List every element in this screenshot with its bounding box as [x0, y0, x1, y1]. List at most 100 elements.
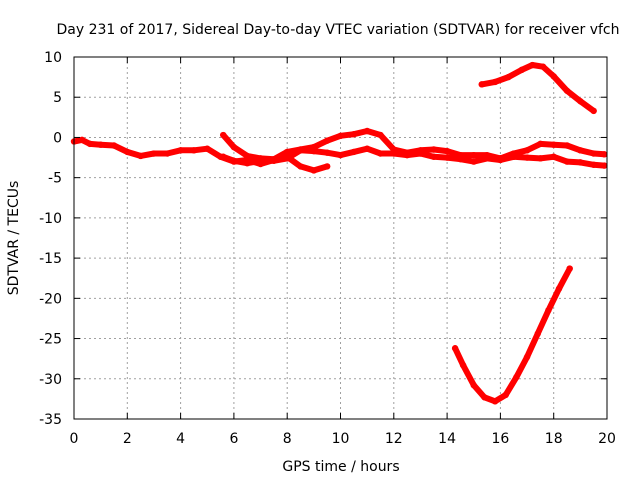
y-tick-label-9: -35: [39, 412, 62, 428]
x-tick-label-4: 8: [283, 431, 292, 447]
data-point-track-3-4: [270, 155, 278, 163]
data-point-track-1-5: [124, 148, 131, 156]
data-point-track-1-20: [323, 163, 331, 170]
data-point-track-2-10: [350, 148, 358, 156]
data-point-track-4-1: [491, 78, 499, 86]
x-tick-label-0: 0: [70, 431, 79, 447]
x-tick-label-8: 16: [491, 431, 509, 447]
data-point-track-2-27: [577, 159, 584, 166]
y-tick-label-1: 5: [53, 90, 62, 106]
data-point-track-2-24: [537, 155, 544, 162]
data-point-track-3-23: [523, 147, 531, 154]
data-point-track-3-8: [323, 137, 331, 144]
data-point-track-5-6: [513, 373, 520, 381]
data-point-track-4-5: [539, 63, 547, 70]
data-point-track-4-0: [478, 81, 485, 88]
data-point-track-3-28: [590, 150, 597, 157]
data-point-track-4-4: [529, 61, 536, 69]
data-point-track-2-25: [550, 153, 557, 160]
x-tick-label-1: 2: [123, 431, 132, 447]
x-tick-label-3: 6: [229, 431, 238, 447]
x-axis-label: GPS time / hours: [282, 459, 399, 475]
data-point-track-3-14: [403, 149, 411, 156]
data-point-track-2-0: [220, 153, 227, 160]
data-point-track-2-5: [284, 155, 291, 162]
data-point-track-5-7: [523, 353, 531, 361]
data-point-track-3-27: [577, 147, 584, 154]
data-point-track-3-26: [563, 142, 571, 149]
data-point-track-2-9: [337, 151, 344, 159]
chart-title: Day 231 of 2017, Sidereal Day-to-day VTE…: [56, 22, 619, 38]
y-tick-label-5: -15: [39, 251, 62, 267]
data-point-track-1-4: [110, 142, 118, 149]
data-point-track-2-11: [363, 145, 371, 152]
data-point-track-1-3: [97, 141, 104, 148]
y-tick-label-4: -10: [39, 211, 62, 227]
data-point-track-1-6: [137, 152, 144, 160]
data-point-track-3-18: [457, 151, 464, 159]
x-tick-label-6: 12: [385, 431, 403, 447]
series-track-4: [478, 62, 597, 114]
data-point-track-5-1: [459, 361, 467, 369]
data-point-track-4-8: [577, 98, 584, 105]
data-point-track-2-26: [563, 158, 571, 165]
data-point-track-3-24: [537, 140, 544, 148]
data-point-track-5-10: [555, 285, 563, 292]
data-point-track-2-17: [443, 154, 451, 161]
data-point-track-2-28: [590, 161, 597, 168]
data-point-track-3-12: [377, 131, 384, 139]
data-point-track-5-0: [451, 345, 459, 352]
y-axis-label: SDTVAR / TECUs: [6, 181, 22, 296]
data-point-track-1-18: [297, 163, 304, 170]
y-tick-label-7: -25: [39, 332, 62, 348]
data-point-track-4-6: [550, 73, 557, 80]
data-point-track-3-10: [350, 131, 358, 138]
data-point-track-3-15: [417, 147, 424, 154]
data-point-track-4-7: [563, 87, 571, 94]
y-tick-label-0: 10: [44, 50, 62, 66]
data-point-track-3-25: [550, 141, 557, 148]
data-point-track-3-22: [510, 150, 517, 157]
data-point-track-2-12: [377, 150, 384, 157]
data-point-track-1-8: [164, 150, 171, 157]
data-point-track-1-7: [150, 150, 158, 157]
data-point-track-1-9: [177, 147, 184, 154]
data-point-track-2-16: [430, 153, 437, 160]
data-point-track-3-19: [470, 151, 477, 159]
data-point-track-4-3: [518, 66, 525, 74]
data-point-track-1-11: [204, 145, 211, 152]
data-point-track-5-4: [491, 398, 499, 405]
y-axis-ticks: 10 5 0 -5 -10 -15 -20 -25 -30 -35: [39, 50, 607, 428]
data-point-track-2-1: [230, 157, 238, 164]
data-point-track-2-8: [323, 149, 331, 156]
data-point-track-5-8: [534, 330, 541, 337]
data-point-track-2-23: [523, 154, 531, 161]
data-point-track-5-9: [545, 307, 552, 314]
data-point-track-5-5: [502, 391, 509, 399]
y-tick-label-8: -30: [39, 372, 62, 388]
data-point-track-3-11: [363, 127, 371, 135]
data-point-track-1-1: [78, 136, 86, 144]
data-point-track-5-11: [566, 265, 573, 272]
grid-lines: [74, 57, 607, 419]
data-point-track-3-0: [220, 131, 227, 139]
x-tick-label-2: 4: [176, 431, 185, 447]
data-point-track-3-13: [390, 146, 397, 153]
data-point-track-3-5: [284, 148, 291, 156]
data-point-track-3-29: [601, 151, 608, 158]
data-point-track-3-20: [483, 151, 491, 159]
data-point-track-3-16: [430, 146, 437, 153]
data-point-track-4-9: [590, 107, 597, 115]
data-point-track-3-17: [443, 147, 451, 155]
data-point-track-3-6: [297, 146, 304, 153]
x-axis-ticks: 0 2 4 6 8 10 12 14 16 18 20: [70, 57, 616, 447]
y-tick-label-3: -5: [48, 171, 62, 187]
data-point-track-3-7: [310, 143, 318, 151]
data-series: [70, 61, 608, 405]
data-point-track-5-3: [481, 394, 488, 401]
y-tick-label-2: 0: [53, 130, 62, 146]
data-point-track-5-2: [470, 382, 477, 389]
data-point-track-2-19: [470, 158, 477, 165]
data-point-track-3-9: [337, 132, 344, 140]
